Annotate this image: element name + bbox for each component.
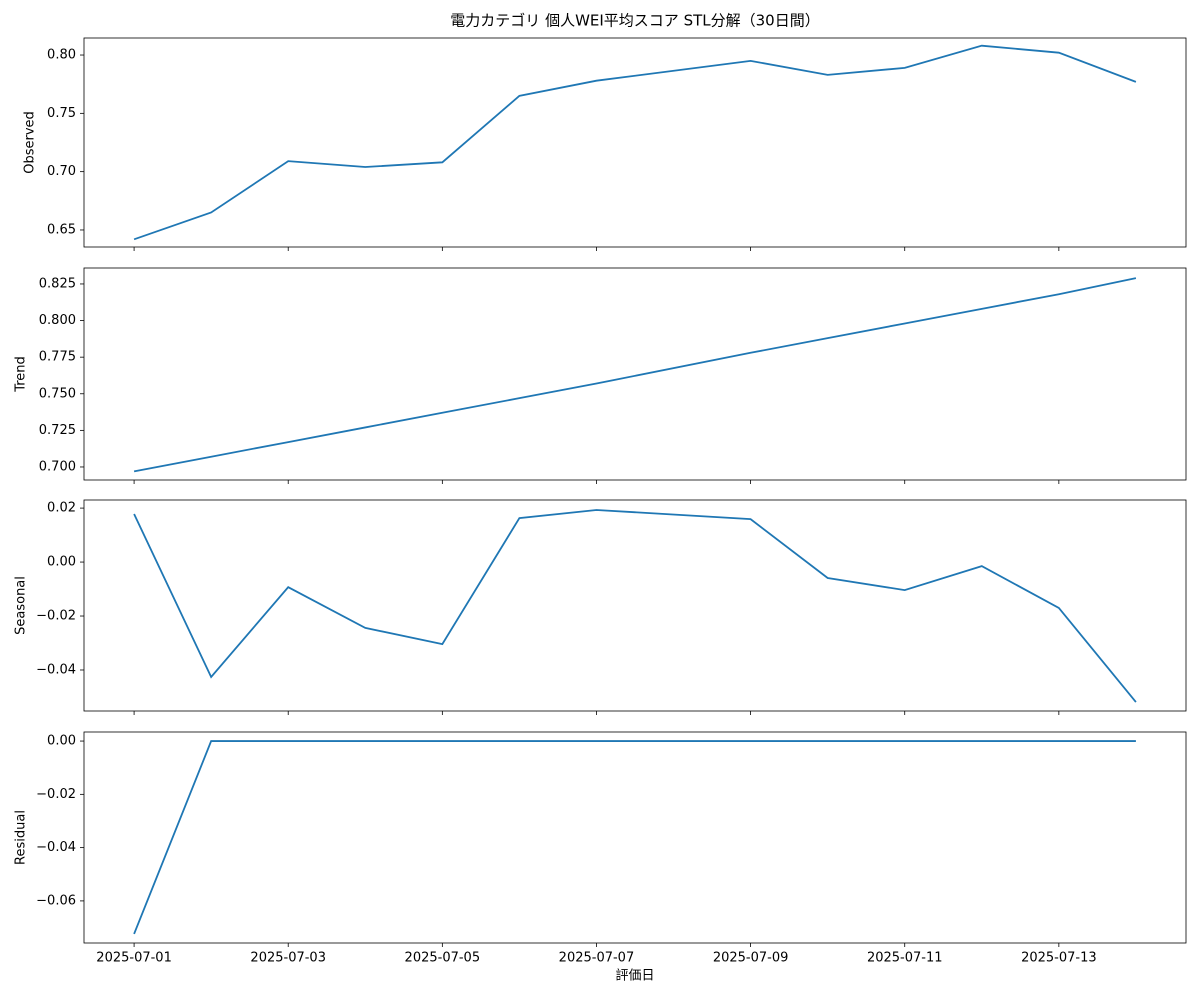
axes-frame [83, 267, 1187, 481]
y-tick-label: −0.02 [36, 787, 76, 802]
y-tick-label: 0.00 [47, 734, 76, 749]
chart-title: 電力カテゴリ 個人WEI平均スコア STL分解（30日間） [450, 12, 819, 30]
y-tick-label: −0.04 [36, 840, 76, 855]
y-axis-label: Residual [14, 810, 29, 865]
data-line [133, 740, 1136, 935]
x-tick-label: 2025-07-05 [405, 951, 481, 966]
data-line [133, 509, 1137, 703]
y-tick-label: 0.00 [47, 555, 76, 570]
y-tick-label: 0.65 [47, 222, 76, 237]
x-tick-label: 2025-07-11 [867, 951, 943, 966]
x-axis-label: 評価日 [615, 969, 654, 984]
y-axis-label: Seasonal [14, 576, 29, 635]
x-tick-label: 2025-07-09 [713, 951, 789, 966]
y-tick-label: 0.725 [39, 423, 76, 438]
axes-frame [83, 37, 1187, 248]
y-tick-label: 0.775 [39, 350, 76, 365]
y-axis-label: Trend [14, 356, 29, 393]
y-tick-label: 0.700 [39, 459, 76, 474]
axes-frame [83, 499, 1187, 712]
y-tick-label: 0.75 [47, 106, 76, 121]
axes-frame [83, 731, 1187, 944]
data-line [133, 44, 1137, 241]
x-tick-label: 2025-07-07 [559, 951, 635, 966]
y-tick-label: 0.825 [39, 276, 76, 291]
data-line [133, 277, 1137, 473]
y-tick-label: −0.06 [36, 893, 76, 908]
y-tick-label: 0.80 [47, 48, 76, 63]
x-tick-label: 2025-07-03 [250, 951, 326, 966]
y-tick-label: 0.750 [39, 386, 76, 401]
y-tick-label: 0.800 [39, 313, 76, 328]
y-tick-label: −0.04 [36, 662, 76, 677]
x-tick-label: 2025-07-01 [96, 951, 172, 966]
y-axis-label: Observed [23, 111, 38, 174]
y-tick-label: 0.70 [47, 164, 76, 179]
y-tick-label: −0.02 [36, 609, 76, 624]
y-tick-label: 0.02 [47, 501, 76, 516]
x-tick-label: 2025-07-13 [1021, 951, 1097, 966]
